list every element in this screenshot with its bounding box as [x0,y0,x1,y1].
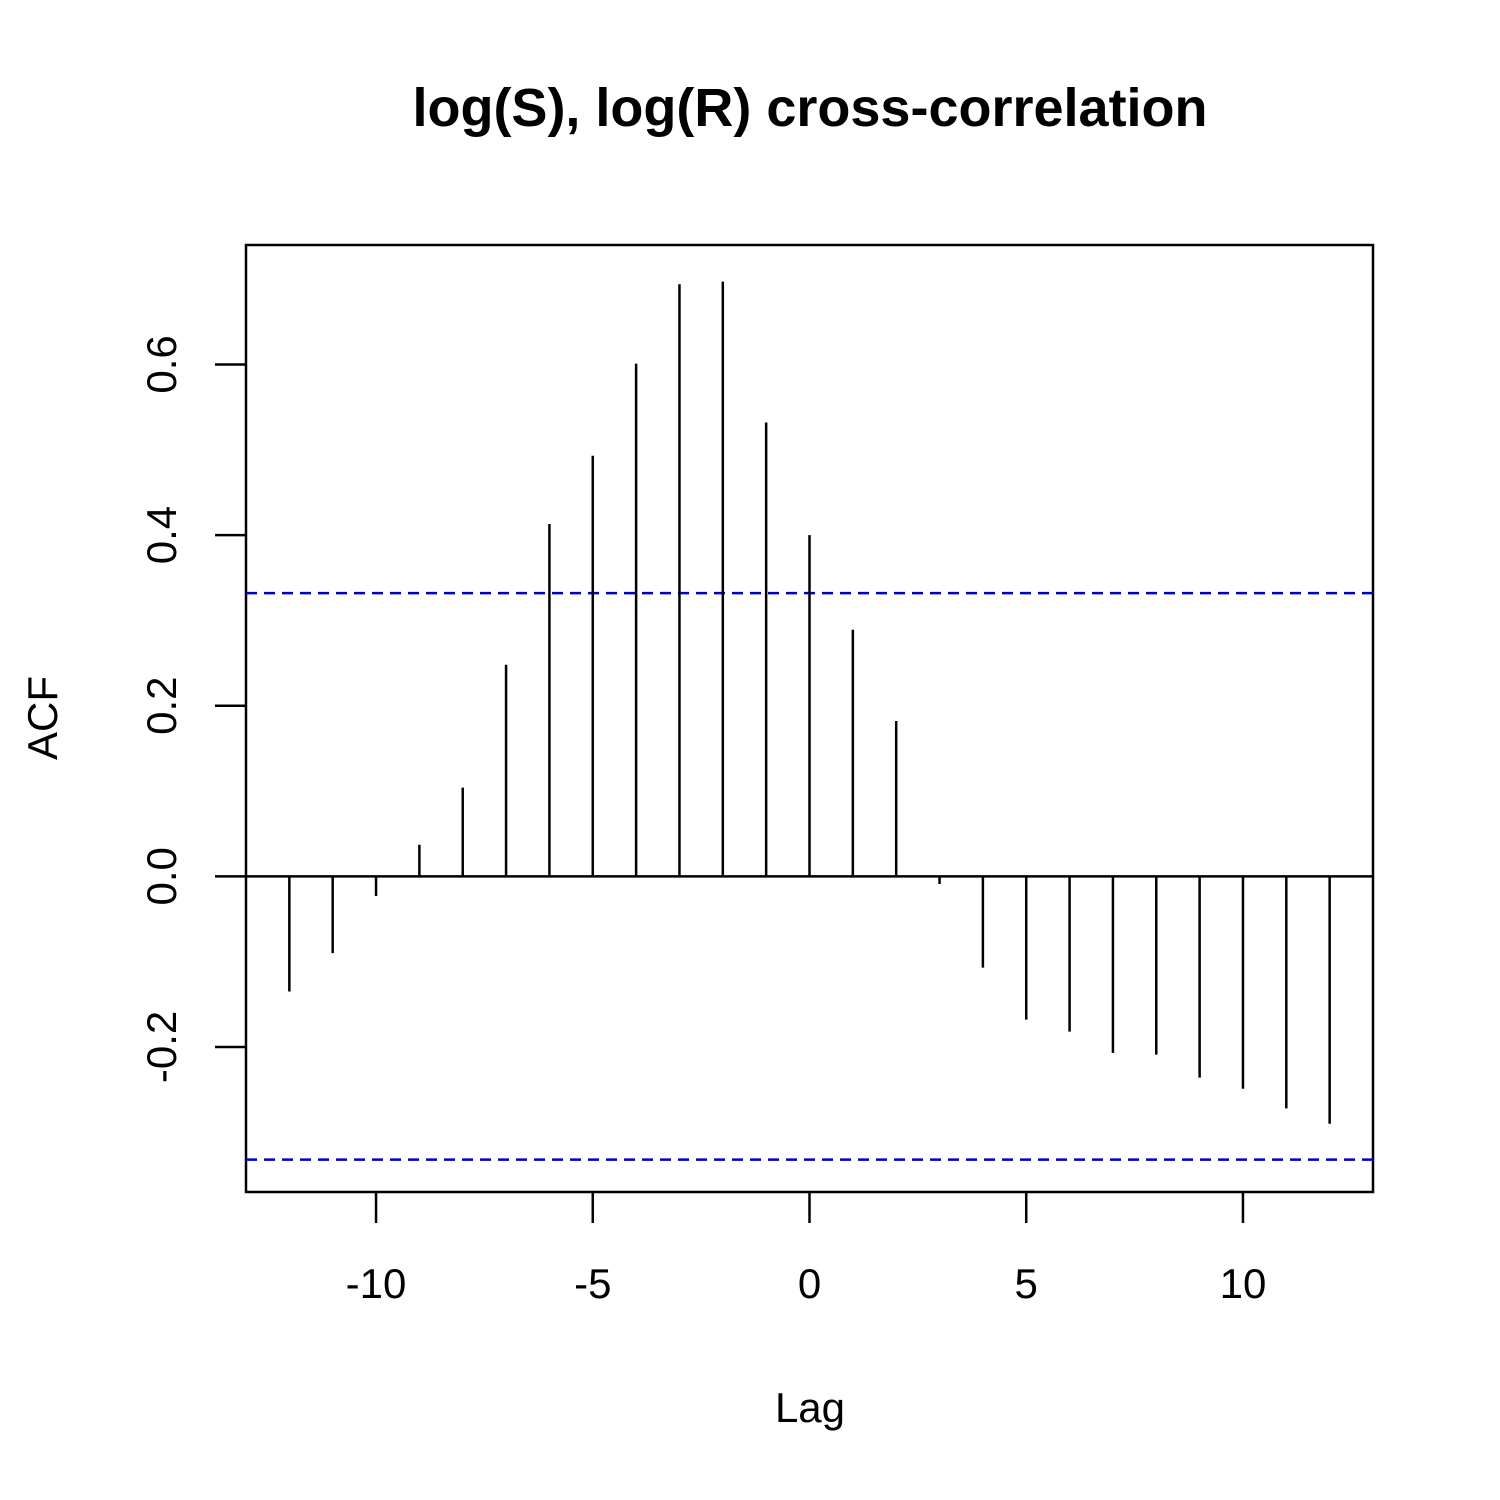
x-axis: -10 -5 0 5 10 [346,1192,1267,1307]
x-axis-label: Lag [775,1384,845,1431]
y-tick-label: 0.4 [138,506,185,564]
y-tick-label: -0.2 [138,1011,185,1083]
y-axis: -0.2 0.0 0.2 0.4 0.6 [138,335,246,1083]
x-tick-label: 5 [1015,1260,1038,1307]
y-axis-label: ACF [19,676,66,760]
y-tick-label: 0.6 [138,335,185,393]
x-tick-label: -10 [346,1260,407,1307]
chart-title: log(S), log(R) cross-correlation [412,78,1207,138]
x-tick-label: 10 [1220,1260,1267,1307]
y-tick-label: 0.0 [138,847,185,905]
x-tick-label: 0 [798,1260,821,1307]
acf-bars [288,281,1331,1124]
x-tick-label: -5 [574,1260,611,1307]
y-tick-label: 0.2 [138,677,185,735]
